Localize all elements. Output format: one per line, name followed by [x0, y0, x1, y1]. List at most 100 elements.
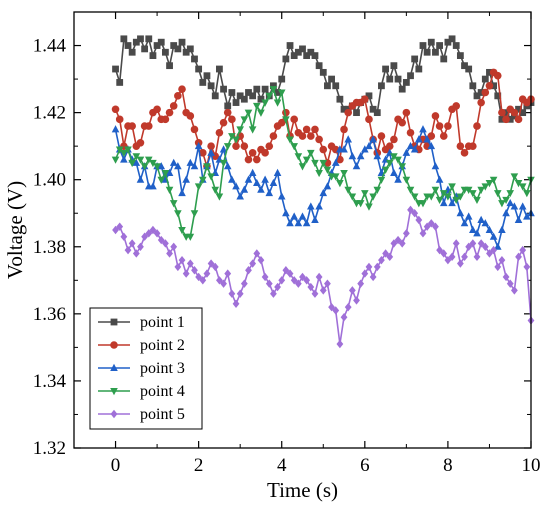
data-point — [261, 175, 269, 183]
data-point — [294, 279, 302, 288]
data-point — [223, 143, 232, 151]
data-point — [514, 115, 523, 124]
data-point — [274, 89, 281, 96]
data-point — [290, 52, 298, 59]
data-point — [494, 262, 502, 272]
data-point — [514, 215, 523, 223]
data-point — [394, 175, 402, 183]
data-point — [315, 169, 323, 178]
data-point — [336, 180, 344, 188]
data-point — [223, 162, 232, 170]
data-point — [182, 269, 190, 278]
data-point — [249, 259, 257, 268]
data-point — [115, 115, 124, 124]
data-point — [481, 242, 489, 251]
x-tick-label: 8 — [443, 455, 453, 476]
data-point — [169, 102, 178, 110]
data-point — [448, 252, 456, 262]
data-point — [353, 296, 360, 305]
data-point — [510, 202, 519, 210]
data-point — [344, 186, 352, 194]
data-point — [406, 186, 415, 194]
data-point — [199, 79, 207, 86]
data-point — [415, 65, 423, 73]
data-point — [232, 99, 240, 106]
data-point — [298, 132, 307, 140]
data-point — [369, 105, 377, 113]
data-point — [111, 105, 120, 114]
data-point — [286, 219, 294, 227]
data-point — [137, 242, 144, 251]
data-point — [390, 62, 398, 70]
data-point — [415, 215, 423, 225]
data-point — [144, 122, 153, 130]
data-point — [236, 289, 244, 298]
y-tick-label: 1.34 — [33, 371, 67, 392]
data-point — [523, 262, 531, 272]
data-point — [290, 143, 298, 151]
data-point — [174, 210, 182, 218]
data-point — [328, 302, 335, 312]
data-point — [452, 239, 460, 248]
tick-labels: 0 2 4 6 8 10 1.32 1.34 1.36 1.38 1.40 1.42 1.44 — [33, 36, 541, 476]
data-point — [311, 159, 319, 168]
data-point — [303, 276, 311, 285]
data-point — [257, 109, 265, 117]
data-point — [282, 209, 290, 217]
data-point — [502, 109, 510, 117]
data-point — [186, 112, 195, 120]
data-point — [481, 75, 489, 83]
data-point — [248, 149, 257, 157]
data-point — [277, 89, 286, 97]
data-point — [452, 102, 461, 110]
data-point — [207, 142, 215, 150]
data-point — [182, 175, 190, 183]
data-point — [398, 163, 407, 171]
y-tick-label: 1.38 — [33, 237, 66, 258]
data-point — [448, 183, 456, 191]
data-point — [273, 99, 282, 107]
data-point — [485, 225, 494, 233]
legend-marker — [110, 318, 118, 326]
data-point — [377, 132, 386, 140]
data-point — [498, 108, 506, 117]
data-point — [365, 92, 373, 100]
data-point — [319, 188, 328, 197]
data-point — [120, 155, 128, 163]
data-point — [294, 48, 302, 56]
data-point — [165, 186, 174, 194]
data-point — [115, 146, 124, 154]
data-point — [174, 45, 182, 53]
data-point — [427, 193, 436, 201]
data-point — [506, 198, 515, 207]
data-point — [124, 245, 132, 255]
data-point — [199, 276, 207, 285]
data-point — [140, 163, 149, 171]
data-point — [307, 202, 315, 210]
data-point — [207, 82, 215, 90]
data-point — [112, 225, 119, 235]
data-point — [340, 313, 348, 322]
data-point — [369, 193, 377, 201]
data-point — [228, 133, 236, 141]
data-point — [174, 92, 182, 100]
data-point — [311, 215, 319, 223]
data-point — [232, 299, 240, 308]
data-point — [498, 200, 506, 208]
data-point — [477, 89, 485, 96]
data-point — [157, 235, 165, 245]
data-point — [165, 168, 174, 176]
data-point — [444, 193, 452, 201]
data-point — [407, 72, 414, 80]
data-point — [402, 229, 410, 238]
data-point — [523, 212, 531, 220]
data-point — [406, 128, 415, 137]
data-point — [402, 176, 411, 184]
data-point — [302, 156, 311, 164]
data-point — [162, 48, 169, 56]
data-point — [523, 190, 531, 198]
data-point — [219, 159, 228, 168]
data-point — [361, 269, 369, 278]
data-point — [257, 95, 265, 103]
data-point — [473, 92, 481, 100]
